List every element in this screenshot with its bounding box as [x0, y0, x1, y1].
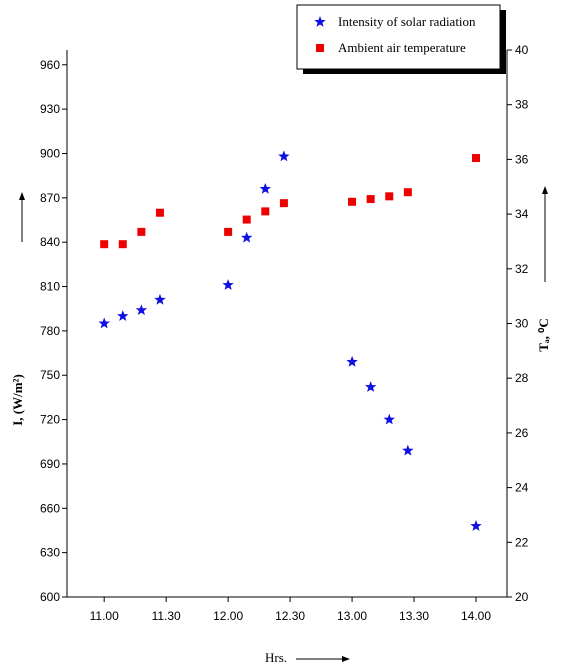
y-tick-label: 780	[40, 324, 60, 338]
square-marker	[242, 215, 251, 224]
y2-tick-label: 36	[515, 152, 529, 166]
y-tick-label: 960	[40, 58, 60, 72]
x-tick-label: 12.30	[275, 609, 305, 623]
star-marker	[346, 355, 358, 367]
y2-tick-label: 32	[515, 262, 529, 276]
square-marker	[316, 44, 324, 52]
x-tick-label: 11.00	[90, 609, 119, 623]
arrow-head	[342, 656, 350, 662]
square-marker	[155, 208, 164, 217]
square-marker	[403, 188, 412, 197]
square-marker	[118, 240, 127, 249]
y2-tick-label: 40	[515, 43, 529, 57]
star-marker	[365, 381, 377, 392]
y-tick-label: 720	[40, 413, 60, 427]
y-axis-label: I, (W/m²)	[10, 374, 25, 426]
y2-tick-label: 34	[515, 207, 529, 221]
legend-label: Ambient air temperature	[338, 40, 466, 55]
y-tick-label: 660	[40, 501, 60, 515]
star-marker	[314, 16, 326, 27]
y-tick-label: 630	[40, 546, 60, 560]
y2-tick-label: 22	[515, 535, 529, 549]
y2-tick-label: 26	[515, 426, 529, 440]
y2-axis-label: Tₐ, ⁰C	[536, 318, 551, 352]
x-tick-label: 11.30	[152, 609, 181, 623]
legend-label: Intensity of solar radiation	[338, 14, 476, 29]
star-marker	[402, 444, 414, 456]
square-marker	[261, 207, 270, 216]
legend	[296, 4, 501, 70]
y2-tick-label: 24	[515, 481, 529, 495]
star-marker	[135, 304, 148, 315]
y-tick-label: 900	[40, 146, 60, 160]
y-tick-label: 600	[40, 590, 60, 604]
x-tick-label: 12.00	[213, 609, 243, 623]
arrow-head	[542, 186, 548, 194]
star-marker	[222, 279, 234, 290]
x-axis-label: Hrs.	[265, 650, 287, 665]
square-marker	[385, 192, 394, 201]
square-marker	[348, 197, 357, 206]
x-tick-label: 14.00	[461, 609, 491, 623]
square-marker	[366, 195, 375, 204]
square-marker	[279, 199, 288, 208]
star-marker	[278, 150, 290, 162]
y2-tick-label: 38	[515, 98, 529, 112]
star-marker	[241, 231, 253, 243]
star-marker	[117, 310, 129, 321]
x-tick-label: 13.30	[399, 609, 429, 623]
x-tick-label: 13.00	[337, 609, 367, 623]
star-marker	[98, 317, 110, 329]
y-tick-label: 690	[40, 457, 60, 471]
star-marker	[383, 413, 395, 425]
square-marker	[472, 154, 481, 163]
square-marker	[100, 240, 109, 249]
y-tick-label: 930	[40, 102, 60, 116]
y-tick-label: 750	[40, 368, 60, 382]
square-marker	[137, 227, 146, 236]
y-tick-label: 810	[40, 280, 60, 294]
y-tick-label: 870	[40, 191, 60, 205]
y-tick-label: 840	[40, 235, 60, 249]
star-marker	[154, 293, 166, 305]
star-marker	[470, 520, 482, 531]
square-marker	[224, 227, 233, 236]
y2-tick-label: 20	[515, 590, 529, 604]
y2-tick-label: 30	[515, 317, 529, 331]
arrow-head	[19, 192, 25, 200]
star-marker	[259, 183, 271, 194]
y2-tick-label: 28	[515, 371, 529, 385]
